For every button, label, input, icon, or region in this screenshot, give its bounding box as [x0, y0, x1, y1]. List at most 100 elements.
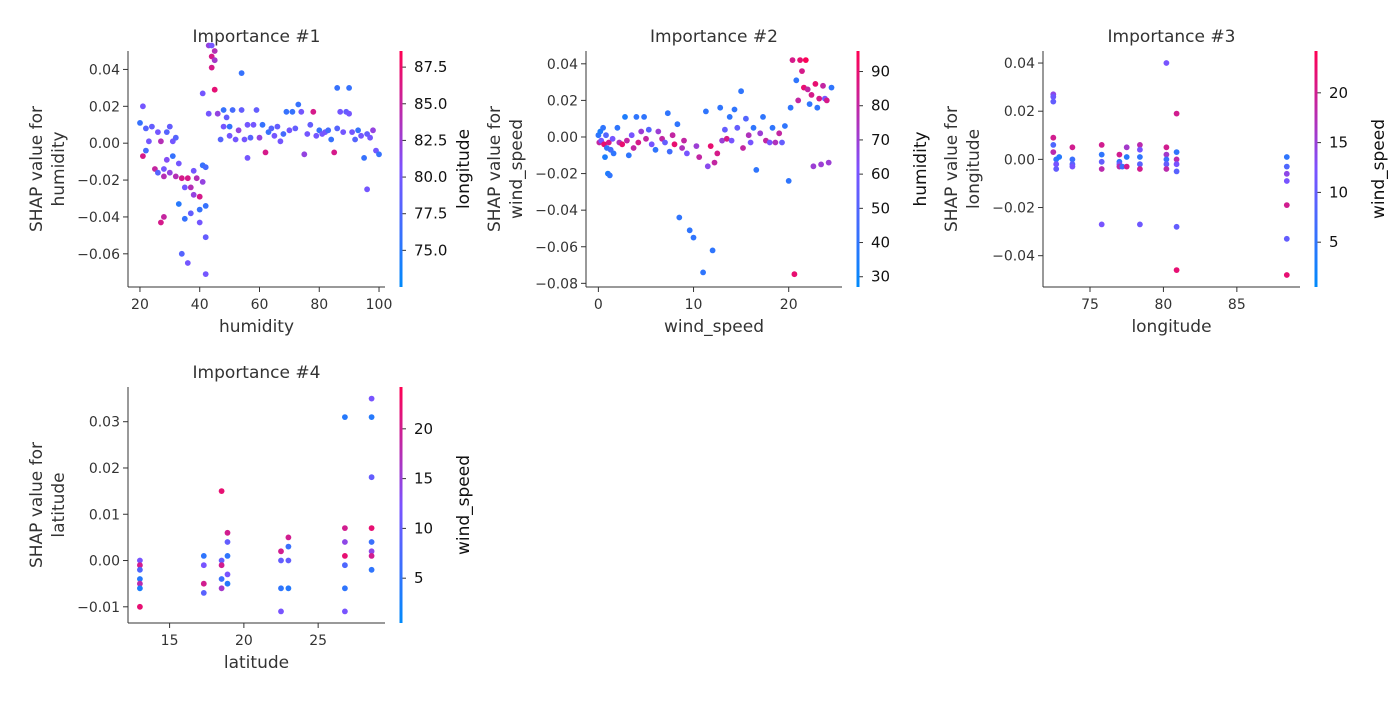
data-point — [797, 57, 803, 63]
data-point — [349, 129, 355, 136]
data-point — [244, 121, 251, 128]
data-point — [367, 134, 373, 141]
colorbar: 5 10 15 20 wind_speed — [399, 387, 474, 623]
y-tick-label: −0.04 — [992, 249, 1035, 265]
data-point — [711, 159, 718, 166]
data-point — [795, 97, 802, 104]
data-point — [1173, 168, 1180, 175]
y-axis-label: SHAP value for longitude — [942, 106, 984, 232]
data-point — [140, 153, 146, 160]
data-point — [709, 247, 716, 254]
data-point — [218, 562, 225, 569]
data-point — [1050, 93, 1057, 100]
y-tick-label: −0.02 — [77, 173, 120, 189]
scatter-points — [137, 42, 382, 277]
data-point — [307, 121, 314, 128]
data-point — [178, 175, 185, 182]
data-point — [223, 114, 230, 121]
data-point — [820, 82, 826, 89]
colorbar-tick-label: 40 — [871, 234, 890, 252]
data-point — [1123, 154, 1130, 160]
data-point — [1050, 142, 1057, 148]
y-tick-label: −0.06 — [535, 240, 578, 256]
data-point — [1053, 161, 1060, 168]
data-point — [1173, 110, 1180, 117]
data-point — [743, 115, 749, 122]
y-tick-label: 0.00 — [1004, 152, 1035, 168]
data-point — [304, 131, 311, 137]
data-point — [172, 134, 179, 141]
data-point — [666, 148, 673, 155]
data-point — [664, 110, 671, 117]
data-point — [1283, 163, 1290, 170]
data-point — [313, 132, 320, 139]
data-point — [200, 553, 207, 559]
colorbar-tick-label: 90 — [871, 63, 890, 81]
y-tick-label: 0.00 — [89, 554, 120, 570]
data-point — [1137, 146, 1143, 153]
data-point — [277, 138, 284, 145]
data-point — [274, 123, 281, 130]
data-point — [684, 150, 690, 157]
x-tick-label: 10 — [685, 297, 703, 313]
colorbar-tick-label: 30 — [871, 268, 890, 286]
data-point — [671, 141, 678, 148]
data-point — [738, 88, 744, 95]
data-point — [229, 107, 236, 113]
data-point — [370, 127, 376, 134]
colorbar-label: humidity — [911, 131, 931, 206]
data-point — [337, 108, 344, 115]
data-point — [814, 104, 821, 111]
data-point — [1173, 149, 1180, 156]
data-point — [175, 201, 182, 207]
data-point — [158, 138, 164, 145]
y-tick-label: 0.03 — [89, 415, 120, 431]
data-point — [196, 219, 203, 226]
colorbar-tick-label: 75.0 — [414, 241, 447, 259]
data-point — [769, 124, 776, 131]
data-point — [368, 553, 375, 559]
data-point — [187, 210, 194, 217]
data-point — [726, 114, 733, 120]
data-point — [199, 179, 206, 185]
data-point — [806, 101, 813, 107]
data-point — [155, 129, 161, 136]
data-point — [1098, 166, 1105, 172]
colorbar-tick-label: 70 — [871, 131, 890, 149]
data-point — [679, 145, 685, 151]
y-tick-label: 0.02 — [89, 461, 120, 477]
data-point — [218, 488, 225, 494]
colorbar-tick-label: 15 — [1329, 134, 1348, 152]
data-point — [789, 57, 796, 63]
data-point — [745, 132, 752, 139]
data-point — [187, 184, 194, 191]
y-tick-label: −0.04 — [535, 203, 578, 219]
data-point — [757, 130, 764, 137]
data-point — [328, 136, 335, 143]
x-axis-label: wind_speed — [664, 317, 764, 337]
data-point — [662, 139, 668, 146]
data-point — [175, 160, 182, 167]
data-point — [600, 124, 606, 131]
data-point — [137, 566, 143, 573]
data-point — [278, 548, 284, 555]
data-point — [1116, 151, 1123, 158]
data-point — [619, 141, 626, 148]
data-point — [606, 172, 613, 179]
data-point — [280, 131, 287, 137]
data-point — [635, 139, 642, 146]
data-point — [163, 129, 170, 136]
data-point — [342, 562, 348, 569]
data-point — [1163, 60, 1170, 66]
x-tick-label: 80 — [1155, 297, 1173, 313]
data-point — [630, 145, 637, 151]
data-point — [753, 167, 760, 173]
data-point — [1098, 221, 1105, 228]
data-point — [285, 543, 292, 550]
data-point — [1123, 144, 1130, 151]
data-point — [218, 585, 225, 592]
data-point — [346, 110, 352, 117]
data-point — [143, 125, 149, 132]
data-point — [137, 576, 143, 582]
scatter-points — [137, 395, 375, 615]
